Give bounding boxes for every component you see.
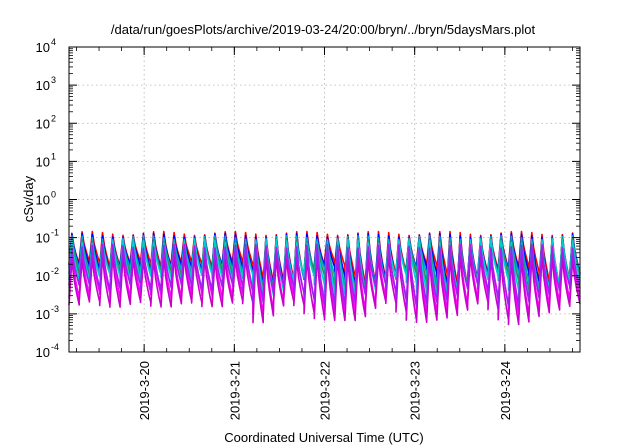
y-tick-exponent: -4 [51, 342, 59, 352]
y-tick-label: 10 [36, 269, 50, 284]
y-tick-label: 10 [36, 307, 50, 322]
y-tick-exponent: 4 [51, 37, 56, 47]
y-tick-exponent: 3 [51, 75, 56, 85]
y-tick-exponent: 2 [51, 113, 56, 123]
y-tick-label: 10 [36, 40, 50, 55]
y-axis-label: cSv/day [21, 175, 36, 222]
y-tick-exponent: -1 [51, 228, 59, 238]
series-layer [68, 230, 581, 326]
x-tick-label: 2019-3-21 [227, 361, 242, 420]
x-tick-label: 2019-3-20 [137, 361, 152, 420]
y-tick-label: 10 [36, 116, 50, 131]
grid [69, 47, 580, 352]
y-tick-label: 10 [36, 231, 50, 246]
chart-title: /data/run/goesPlots/archive/2019-03-24/2… [111, 22, 536, 37]
y-tick-label: 10 [36, 345, 50, 360]
y-tick-label: 10 [36, 193, 50, 208]
x-tick-label: 2019-3-24 [498, 361, 513, 420]
x-tick-label: 2019-3-22 [318, 361, 333, 420]
y-tick-exponent: 0 [51, 190, 56, 200]
x-axis: 2019-3-20 2019-3-21 2019-3-22 2019-3-23 2019… [76, 47, 573, 420]
x-axis-label: Coordinated Universal Time (UTC) [224, 430, 423, 445]
x-tick-label: 2019-3-23 [408, 361, 423, 420]
y-tick-label: 10 [36, 154, 50, 169]
y-tick-exponent: -2 [51, 266, 59, 276]
y-tick-exponent: -3 [51, 304, 59, 314]
series-line [68, 243, 581, 308]
y-tick-label: 10 [36, 78, 50, 93]
y-tick-exponent: 1 [51, 151, 56, 161]
series-line [68, 254, 581, 326]
